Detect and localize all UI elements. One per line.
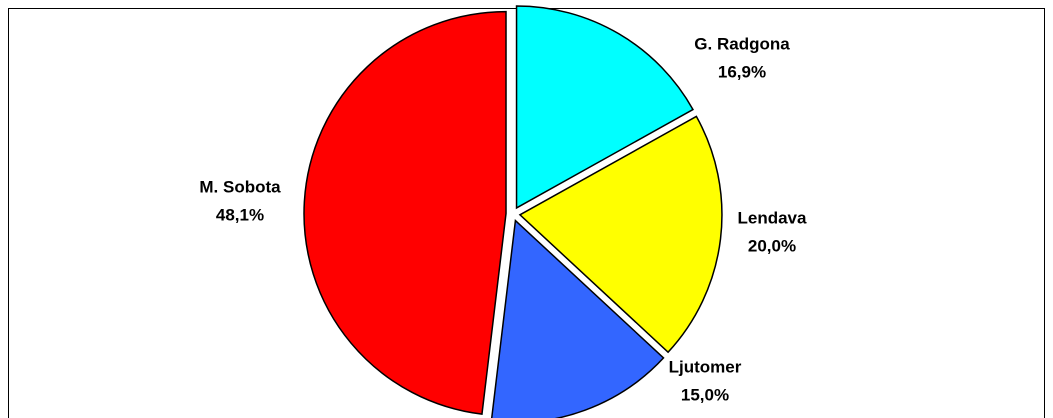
slice-label: Ljutomer	[669, 357, 742, 376]
pie-slice	[515, 5, 694, 210]
slice-label: M. Sobota	[199, 177, 281, 196]
slice-label: G. Radgona	[694, 34, 790, 53]
slice-value-label: 15,0%	[681, 385, 729, 404]
pie-slice	[518, 115, 723, 354]
slice-value-label: 48,1%	[216, 205, 264, 224]
slice-value-label: 20,0%	[748, 236, 796, 255]
pie-slice	[490, 219, 665, 418]
slice-label: Lendava	[738, 208, 808, 227]
pie-slice	[303, 10, 507, 415]
slice-value-label: 16,9%	[718, 62, 766, 81]
